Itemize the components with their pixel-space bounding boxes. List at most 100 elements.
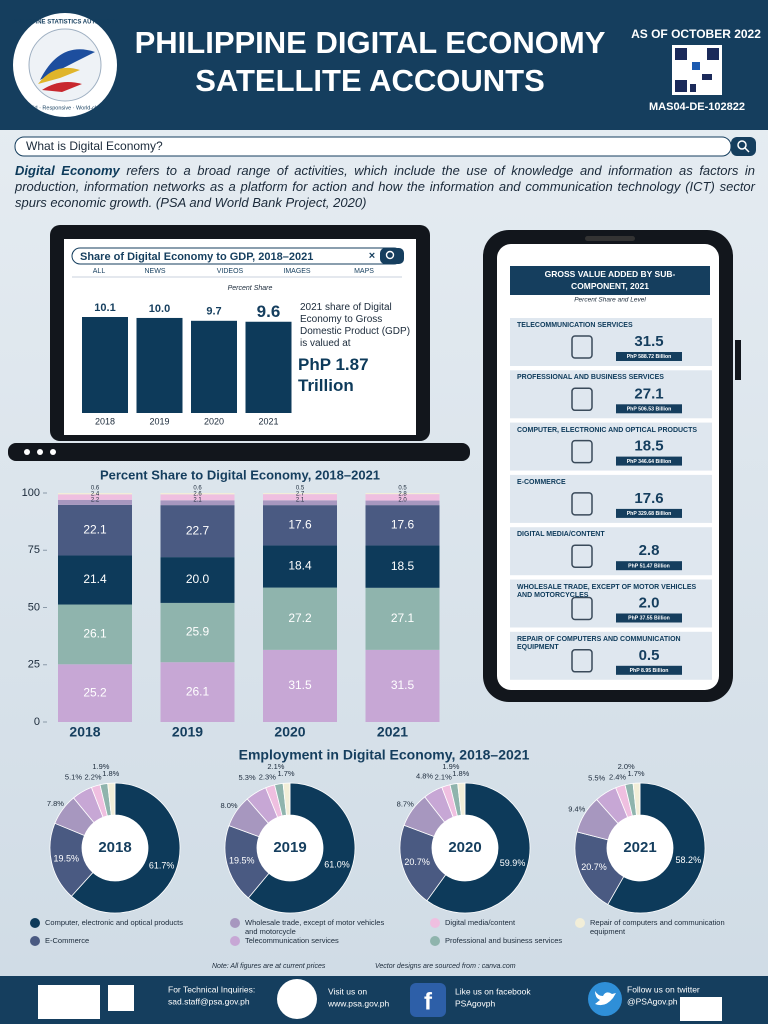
bar xyxy=(191,320,237,413)
item-share: 0.5 xyxy=(639,647,660,664)
chart-title: Share of Digital Economy to GDP, 2018–20… xyxy=(80,251,313,263)
bar-segment xyxy=(160,493,235,495)
bar-segment xyxy=(58,494,132,500)
level-box xyxy=(616,404,682,414)
note: Vector designs are sourced from : canva.… xyxy=(375,963,516,970)
item-label: PROFESSIONAL AND BUSINESS SERVICES xyxy=(517,374,664,382)
segment-label: 27.2 xyxy=(288,611,312,625)
slice-label: 8.7% xyxy=(397,799,414,808)
item-level: PhP 329.68 Billion xyxy=(627,511,672,517)
slice-label: 20.7% xyxy=(581,862,607,872)
segment-label: 2.7 xyxy=(296,492,305,498)
search-text: What is Digital Economy? xyxy=(26,139,163,153)
segment-label: 22.7 xyxy=(186,523,210,537)
slice-label: 7.8% xyxy=(47,799,64,808)
segment-label: 21.4 xyxy=(83,572,107,586)
slice-label: 1.9% xyxy=(442,762,459,771)
slice-label: 2.4% xyxy=(609,772,626,781)
chart-title: Employment in Digital Economy, 2018–2021 xyxy=(239,747,530,763)
item-level: PhP 51.47 Billion xyxy=(628,563,670,569)
item-level: PhP 37.55 Billion xyxy=(628,616,670,622)
svg-text:×: × xyxy=(369,250,375,262)
item-share: 2.0 xyxy=(639,594,660,611)
item-label: DIGITAL MEDIA/CONTENT xyxy=(517,531,605,539)
donut-hole xyxy=(607,815,673,881)
header-band xyxy=(0,0,768,130)
tab: VIDEOS xyxy=(217,268,244,275)
y-tick-label: 50 xyxy=(28,601,40,613)
segment-label: 17.6 xyxy=(288,517,312,531)
bar-segment xyxy=(160,602,235,663)
footer-text: PSAgovph xyxy=(455,998,495,1008)
item-label: TELECOMMUNICATION SERVICES xyxy=(517,322,633,329)
y-tick-label: 25 xyxy=(28,659,40,671)
bar-segment xyxy=(58,604,132,665)
item-share: 31.5 xyxy=(634,333,663,350)
highlight-value: PhP 1.87 Trillion xyxy=(298,355,369,395)
legend-swatch xyxy=(230,936,240,946)
search-bar xyxy=(14,136,756,157)
svg-text:f: f xyxy=(424,988,433,1015)
segment-label: 17.6 xyxy=(391,517,415,531)
slice-label: 20.7% xyxy=(404,857,430,867)
item-icon xyxy=(571,335,593,359)
bar-segment xyxy=(365,649,440,722)
slice-label: 61.7% xyxy=(149,860,175,870)
level-box xyxy=(616,665,682,675)
slice-label: 2.1% xyxy=(267,762,284,771)
legend-swatch xyxy=(575,918,585,928)
legend-swatch xyxy=(230,918,240,928)
tab: IMAGES xyxy=(283,268,311,275)
value-label: 10.1 xyxy=(94,302,115,314)
donut-hole xyxy=(82,815,148,881)
logo-org: PHILIPPINE STATISTICS AUTHORITY xyxy=(12,20,118,26)
item-label: WHOLESALE TRADE, EXCEPT OF MOTOR VEHICLE… xyxy=(517,583,697,599)
footer-text: Visit us on xyxy=(328,986,367,996)
segment-label: 27.1 xyxy=(391,611,415,625)
legend-label: Professional and business services xyxy=(445,936,563,945)
segment-label: 0.5 xyxy=(296,486,305,492)
donut-center: 2020 xyxy=(448,839,481,856)
slice-label: 1.8% xyxy=(452,769,469,778)
bar-segment xyxy=(263,493,337,495)
donut-center: 2019 xyxy=(273,839,306,856)
legend-swatch xyxy=(430,918,440,928)
level-box xyxy=(616,352,682,361)
donut-center: 2018 xyxy=(98,839,131,856)
bar-segment xyxy=(58,499,132,505)
item-label: COMPUTER, ELECTRONIC AND OPTICAL PRODUCT… xyxy=(517,426,698,434)
value-label: 10.0 xyxy=(149,303,170,315)
bar-segment xyxy=(365,587,440,650)
level-box xyxy=(616,613,682,623)
x-tick-label: 2020 xyxy=(204,416,224,426)
item-icon xyxy=(571,387,593,412)
bar-segment xyxy=(365,494,440,501)
donut-hole xyxy=(257,815,323,881)
value-label: 9.7 xyxy=(206,306,221,318)
segment-label: 2.2 xyxy=(91,498,100,504)
item-icon xyxy=(571,439,593,464)
chart-subtitle: Percent Share xyxy=(228,285,273,292)
slice-label: 5.3% xyxy=(239,773,256,782)
segment-label: 18.5 xyxy=(391,559,415,573)
segment-label: 26.1 xyxy=(186,684,210,698)
bar-segment xyxy=(58,664,132,722)
segment-label: 25.9 xyxy=(186,625,210,639)
bar-segment xyxy=(160,505,235,558)
bar-segment xyxy=(263,505,337,546)
footer-band: f xyxy=(0,976,768,1024)
legend-swatch xyxy=(30,918,40,928)
bar-segment xyxy=(160,557,235,603)
slice-label: 2.0% xyxy=(618,762,635,771)
footer-text: www.psa.gov.ph xyxy=(327,998,390,1008)
slice-label: 19.5% xyxy=(229,855,255,865)
page-title: PHILIPPINE DIGITAL ECONOMY xyxy=(135,25,606,60)
slice-label: 2.2% xyxy=(84,772,101,781)
footer-text: sad.staff@psa.gov.ph xyxy=(168,996,250,1006)
donut-hole xyxy=(432,815,498,881)
segment-label: 31.5 xyxy=(391,678,415,692)
footer-text: Follow us on twitter xyxy=(627,984,700,994)
tab: NEWS xyxy=(145,268,166,275)
bar-segment xyxy=(365,493,440,495)
bar xyxy=(82,317,128,413)
